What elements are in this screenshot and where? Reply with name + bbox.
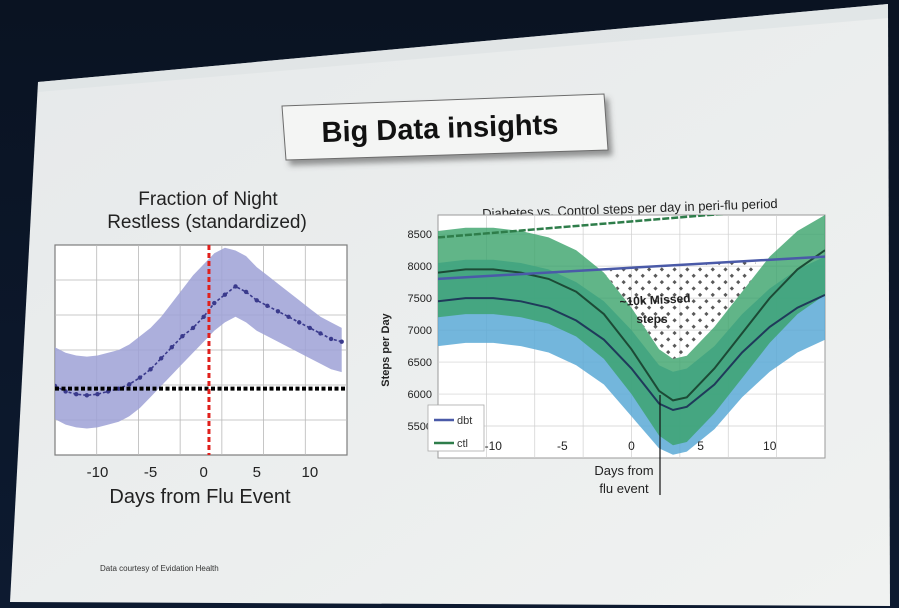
left-x-tick-label: -10 bbox=[87, 464, 109, 481]
restless-point bbox=[137, 375, 143, 380]
restless-point bbox=[190, 325, 196, 331]
left-x-axis-label: Days from Flu Event bbox=[109, 486, 291, 508]
restless-chart: Fraction of Night Restless (standardized… bbox=[54, 189, 348, 508]
left-chart-title-line1: Fraction of Night bbox=[138, 189, 278, 210]
left-chart-title-line2: Restless (standardized) bbox=[107, 212, 307, 233]
legend-dbt-label: dbt bbox=[457, 415, 472, 427]
restless-point bbox=[116, 386, 121, 391]
restless-point bbox=[74, 392, 79, 397]
right-y-ticks: 8500 8000 7500 7000 6500 6000 5500 bbox=[408, 229, 432, 433]
missed-steps-hatch bbox=[569, 260, 756, 359]
right-y-tick-label: 6500 bbox=[408, 357, 432, 369]
right-x-tick-label: 10 bbox=[763, 439, 777, 453]
steps-chart: Diabetes vs. Control steps per day in pe… bbox=[380, 196, 826, 496]
left-plot-content bbox=[55, 245, 347, 455]
restless-confidence-band bbox=[55, 247, 342, 429]
dbt-baseline-line bbox=[438, 255, 825, 281]
data-credit: Data courtesy of Evidation Health bbox=[100, 564, 219, 573]
right-y-tick-label: 7500 bbox=[408, 293, 432, 305]
ctl-line bbox=[438, 249, 825, 402]
left-x-tick-label: 5 bbox=[253, 464, 261, 481]
right-x-tick-label: 5 bbox=[697, 439, 704, 453]
restless-point bbox=[180, 333, 185, 339]
restless-line bbox=[55, 285, 342, 397]
right-y-tick-label: 8000 bbox=[408, 261, 432, 273]
slide-top-strip bbox=[38, 4, 888, 92]
dbt-line bbox=[438, 293, 825, 412]
flu-event-label-line2: flu event bbox=[599, 481, 649, 496]
restless-point bbox=[169, 345, 174, 350]
restless-point bbox=[212, 300, 217, 306]
title-box bbox=[281, 93, 609, 161]
legend: dbt ctl bbox=[427, 404, 485, 452]
restless-point bbox=[328, 336, 334, 342]
restless-point bbox=[148, 367, 153, 372]
restless-point bbox=[275, 309, 281, 314]
right-y-tick-label: 7000 bbox=[408, 325, 432, 337]
restless-point bbox=[233, 284, 238, 289]
right-y-tick-label: 6000 bbox=[408, 389, 432, 401]
legend-ctl-label: ctl bbox=[457, 438, 468, 450]
left-x-tick-label: 0 bbox=[199, 464, 207, 481]
restless-point bbox=[254, 298, 259, 303]
right-x-ticks: -10 -5 0 5 10 bbox=[485, 439, 777, 453]
restless-point bbox=[318, 331, 323, 336]
restless-point bbox=[243, 289, 249, 295]
right-x-tick-label: -5 bbox=[557, 439, 568, 453]
restless-point bbox=[339, 339, 344, 344]
restless-point bbox=[201, 314, 206, 320]
flu-event-label-line1: Days from bbox=[594, 463, 653, 478]
left-x-tick-label: -5 bbox=[144, 464, 157, 481]
missed-steps-annotation-line1: ~10k Missed bbox=[619, 291, 691, 309]
right-plot-content bbox=[438, 215, 825, 455]
left-x-tick-label: 10 bbox=[301, 464, 318, 481]
restless-point bbox=[286, 314, 291, 320]
restless-point bbox=[84, 393, 90, 398]
right-y-axis-label: Steps per Day bbox=[380, 312, 392, 386]
restless-point bbox=[307, 325, 313, 331]
ctl-baseline-line bbox=[438, 215, 725, 239]
restless-point bbox=[158, 356, 164, 361]
restless-point bbox=[265, 303, 270, 308]
right-y-tick-label: 5500 bbox=[408, 421, 432, 433]
left-x-ticks: -10 -5 0 5 10 bbox=[87, 464, 319, 481]
right-x-tick-label: 0 bbox=[628, 439, 635, 453]
restless-point bbox=[222, 292, 228, 297]
restless-point bbox=[95, 392, 100, 397]
right-x-tick-label: -10 bbox=[485, 439, 503, 453]
restless-point bbox=[297, 320, 302, 325]
right-y-tick-label: 8500 bbox=[408, 229, 432, 241]
restless-point bbox=[127, 382, 132, 387]
missed-steps-annotation-line2: steps bbox=[636, 312, 668, 326]
